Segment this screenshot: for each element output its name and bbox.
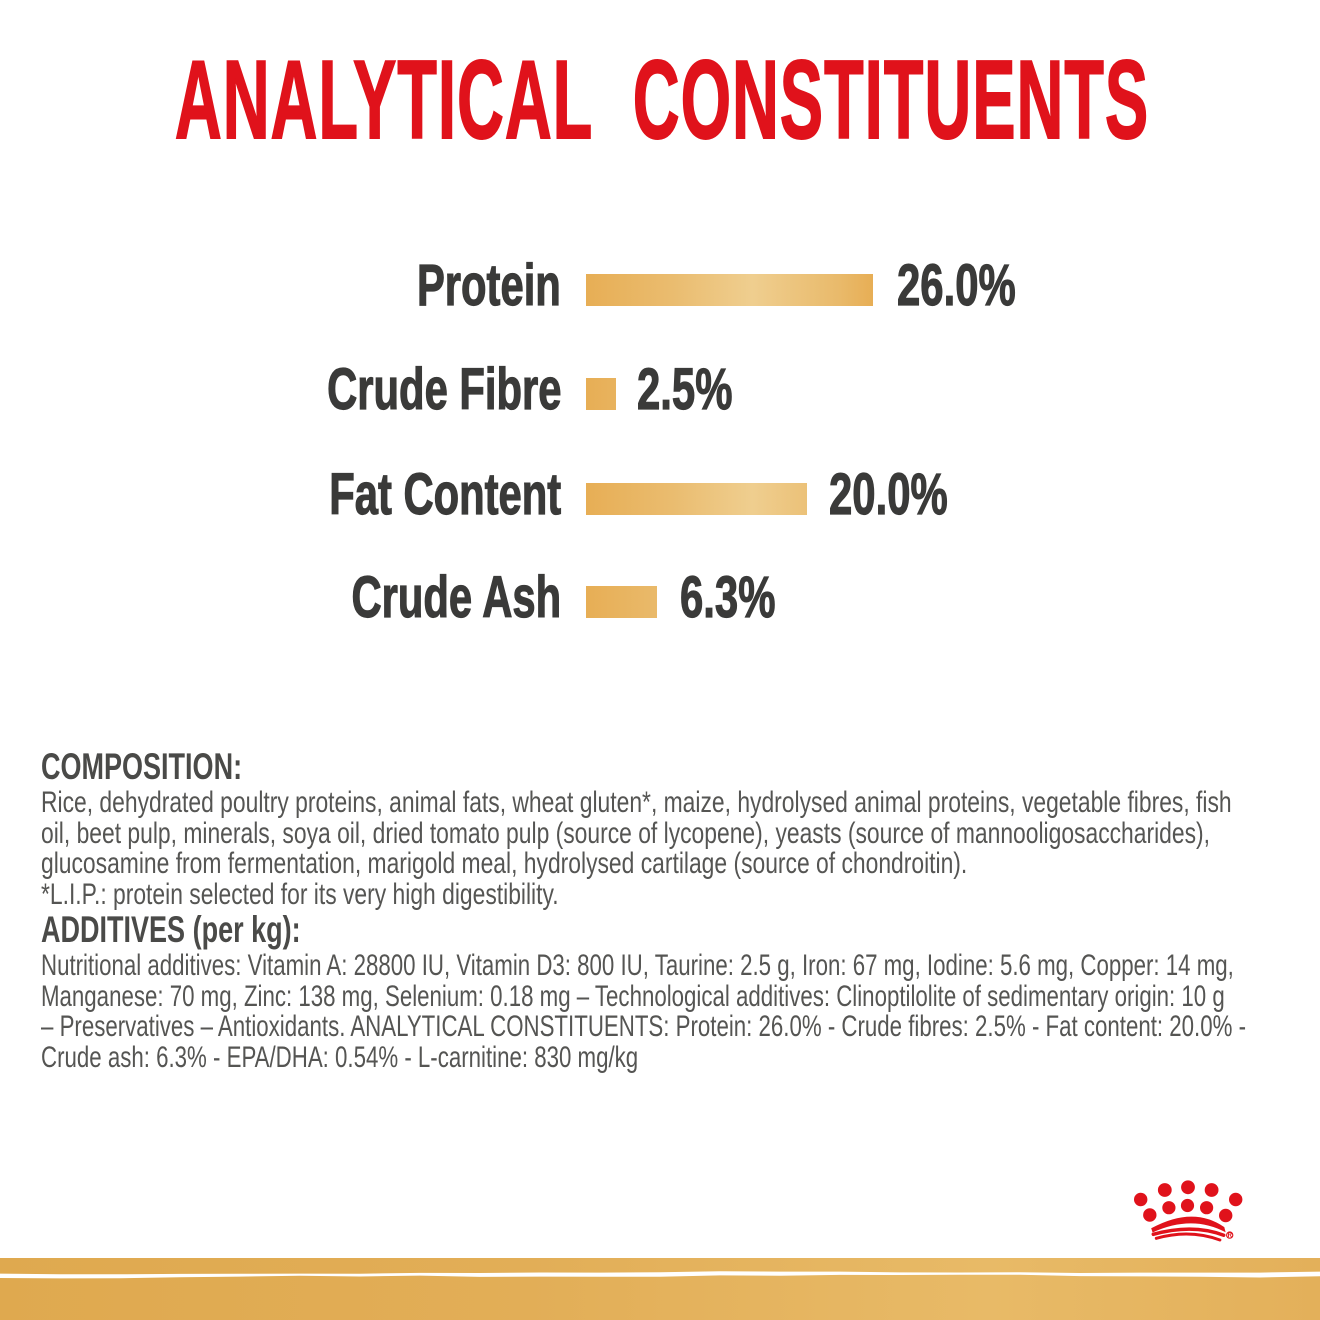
svg-text:R: R bbox=[1228, 1233, 1233, 1239]
